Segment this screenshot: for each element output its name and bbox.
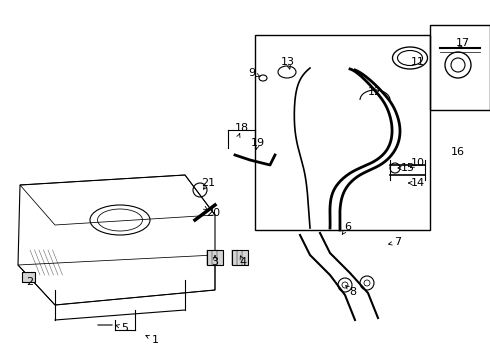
Bar <box>255 35 430 230</box>
Bar <box>430 25 490 110</box>
Text: 12: 12 <box>368 87 382 97</box>
Text: 11: 11 <box>411 57 425 67</box>
Text: 20: 20 <box>206 208 220 218</box>
Text: 13: 13 <box>281 57 295 67</box>
Text: 15: 15 <box>401 163 415 173</box>
Text: 3: 3 <box>212 257 219 267</box>
FancyBboxPatch shape <box>207 250 223 265</box>
Text: 8: 8 <box>349 287 357 297</box>
Text: 2: 2 <box>26 277 33 287</box>
Text: 9: 9 <box>248 68 256 78</box>
Text: 18: 18 <box>235 123 249 133</box>
Text: 16: 16 <box>451 147 465 157</box>
Text: 21: 21 <box>201 178 215 188</box>
Text: 19: 19 <box>251 138 265 148</box>
Text: 17: 17 <box>456 38 470 48</box>
Text: 1: 1 <box>151 335 158 345</box>
Text: 4: 4 <box>240 257 246 267</box>
Text: 10: 10 <box>411 158 425 168</box>
FancyBboxPatch shape <box>22 272 35 282</box>
Text: 5: 5 <box>122 323 128 333</box>
FancyBboxPatch shape <box>232 250 248 265</box>
Text: 14: 14 <box>411 178 425 188</box>
Text: 6: 6 <box>344 222 351 232</box>
Text: 7: 7 <box>394 237 402 247</box>
